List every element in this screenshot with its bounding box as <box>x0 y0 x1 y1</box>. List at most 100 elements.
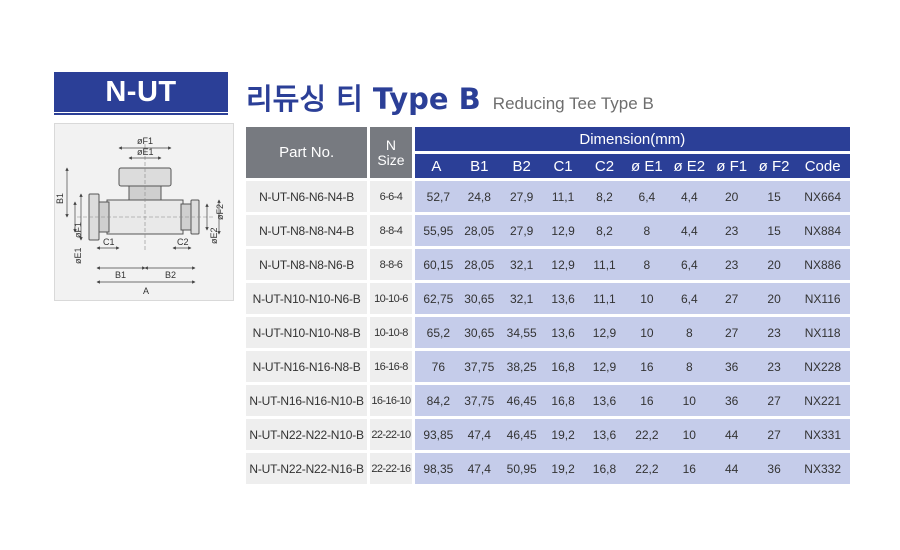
header-n: N <box>385 136 396 153</box>
header-col-b1: B1 <box>458 154 501 178</box>
cell-c1: 13,6 <box>542 283 584 314</box>
cell-code: NX118 <box>795 317 850 348</box>
cell-n-size: 6-6-4 <box>370 181 415 212</box>
header-part-no: Part No. <box>246 127 371 178</box>
table-row: N-UT-N6-N6-N4-B 6-6-4 52,7 24,8 27,9 11,1 8,2 6… <box>246 181 850 212</box>
title-english: Reducing Tee Type B <box>492 94 654 113</box>
cell-c2: 11,1 <box>583 283 626 314</box>
header-col-e2: ø E2 <box>668 154 711 178</box>
cell-e2: 6,4 <box>668 249 711 280</box>
table-row: N-UT-N22-N22-N16-B 22-22-16 98,35 47,4 50,95… <box>246 453 850 484</box>
cell-f1: 27 <box>710 283 753 314</box>
tee-drawing: øF1 øE1 B1 øF1 øE1 C1 C2 øE2 øF2 B1 B2 A <box>55 136 225 296</box>
dimension-table: Part No. N Size Dimension(mm) A B1 B2 C1… <box>246 124 850 487</box>
header-row-top: Part No. N Size Dimension(mm) <box>246 127 850 178</box>
cell-f1: 23 <box>710 215 753 246</box>
cell-a: 65,2 <box>414 317 459 348</box>
cell-b2: 32,1 <box>500 249 543 280</box>
cell-b1: 28,05 <box>458 249 501 280</box>
header-col-c2: C2 <box>583 154 626 178</box>
cell-e1: 10 <box>625 283 669 314</box>
table-row: N-UT-N16-N16-N10-B 16-16-10 84,2 37,75 46,45… <box>246 385 850 416</box>
cell-n-size: 16-16-10 <box>370 385 415 416</box>
cell-c2: 12,9 <box>583 317 626 348</box>
cell-code: NX886 <box>795 249 850 280</box>
cell-c2: 11,1 <box>583 249 626 280</box>
cell-e1: 6,4 <box>625 181 669 212</box>
header-dimension: Dimension(mm) <box>414 127 850 151</box>
cell-part-no: N-UT-N8-N8-N4-B <box>246 215 371 246</box>
label-c2: C2 <box>177 237 189 247</box>
table-row: N-UT-N10-N10-N6-B 10-10-6 62,75 30,65 32,1 13… <box>246 283 850 314</box>
cell-e1: 8 <box>625 215 669 246</box>
cell-part-no: N-UT-N16-N16-N8-B <box>246 351 371 382</box>
cell-b2: 32,1 <box>500 283 543 314</box>
label-e1-side: øE1 <box>73 247 83 264</box>
cell-code: NX221 <box>795 385 850 416</box>
cell-c2: 8,2 <box>583 181 626 212</box>
cell-b1: 30,65 <box>458 283 501 314</box>
cell-a: 76 <box>414 351 459 382</box>
cell-e2: 6,4 <box>668 283 711 314</box>
cell-b1: 30,65 <box>458 317 501 348</box>
label-f1-side: øF1 <box>73 222 83 238</box>
cell-e1: 16 <box>625 351 669 382</box>
cell-f2: 15 <box>752 181 796 212</box>
cell-c1: 12,9 <box>542 215 584 246</box>
technical-drawing: øF1 øE1 B1 øF1 øE1 C1 C2 øE2 øF2 B1 B2 A <box>54 123 234 301</box>
cell-e2: 8 <box>668 351 711 382</box>
cell-c2: 13,6 <box>583 385 626 416</box>
cell-f1: 20 <box>710 181 753 212</box>
header-col-f1: ø F1 <box>710 154 753 178</box>
cell-f2: 20 <box>752 249 796 280</box>
cell-n-size: 8-8-6 <box>370 249 415 280</box>
product-badge: N-UT <box>54 72 228 112</box>
cell-f1: 23 <box>710 249 753 280</box>
cell-part-no: N-UT-N10-N10-N6-B <box>246 283 371 314</box>
cell-e2: 16 <box>668 453 711 484</box>
cell-n-size: 22-22-10 <box>370 419 415 450</box>
header-col-e1: ø E1 <box>625 154 669 178</box>
cell-b2: 27,9 <box>500 181 543 212</box>
cell-c2: 12,9 <box>583 351 626 382</box>
cell-b2: 50,95 <box>500 453 543 484</box>
cell-f1: 44 <box>710 419 753 450</box>
label-a-bottom: A <box>143 286 149 296</box>
cell-b1: 47,4 <box>458 419 501 450</box>
cell-f2: 23 <box>752 351 796 382</box>
cell-e2: 8 <box>668 317 711 348</box>
label-b1-bottom: B1 <box>115 270 126 280</box>
cell-b2: 38,25 <box>500 351 543 382</box>
cell-n-size: 10-10-6 <box>370 283 415 314</box>
cell-b1: 37,75 <box>458 385 501 416</box>
cell-e1: 10 <box>625 317 669 348</box>
cell-e1: 22,2 <box>625 419 669 450</box>
header-col-c1: C1 <box>542 154 584 178</box>
cell-f1: 36 <box>710 351 753 382</box>
header-size: Size <box>377 151 405 168</box>
cell-a: 93,85 <box>414 419 459 450</box>
cell-part-no: N-UT-N22-N22-N10-B <box>246 419 371 450</box>
cell-c1: 16,8 <box>542 385 584 416</box>
table-row: N-UT-N8-N8-N6-B 8-8-6 60,15 28,05 32,1 12,9 11… <box>246 249 850 280</box>
badge-underline <box>54 113 228 115</box>
cell-n-size: 10-10-8 <box>370 317 415 348</box>
cell-e2: 4,4 <box>668 181 711 212</box>
cell-n-size: 8-8-4 <box>370 215 415 246</box>
label-b1-side: B1 <box>55 193 65 204</box>
cell-b2: 27,9 <box>500 215 543 246</box>
cell-a: 55,95 <box>414 215 459 246</box>
cell-b2: 34,55 <box>500 317 543 348</box>
header-col-b2: B2 <box>500 154 543 178</box>
table-row: N-UT-N8-N8-N4-B 8-8-4 55,95 28,05 27,9 12,9 8,… <box>246 215 850 246</box>
cell-f1: 36 <box>710 385 753 416</box>
label-b2-bottom: B2 <box>165 270 176 280</box>
table-row: N-UT-N16-N16-N8-B 16-16-8 76 37,75 38,25 16,8… <box>246 351 850 382</box>
label-f1-top: øF1 <box>137 136 153 146</box>
cell-c2: 8,2 <box>583 215 626 246</box>
cell-part-no: N-UT-N16-N16-N10-B <box>246 385 371 416</box>
cell-a: 60,15 <box>414 249 459 280</box>
cell-b2: 46,45 <box>500 419 543 450</box>
cell-e1: 16 <box>625 385 669 416</box>
cell-f2: 36 <box>752 453 796 484</box>
